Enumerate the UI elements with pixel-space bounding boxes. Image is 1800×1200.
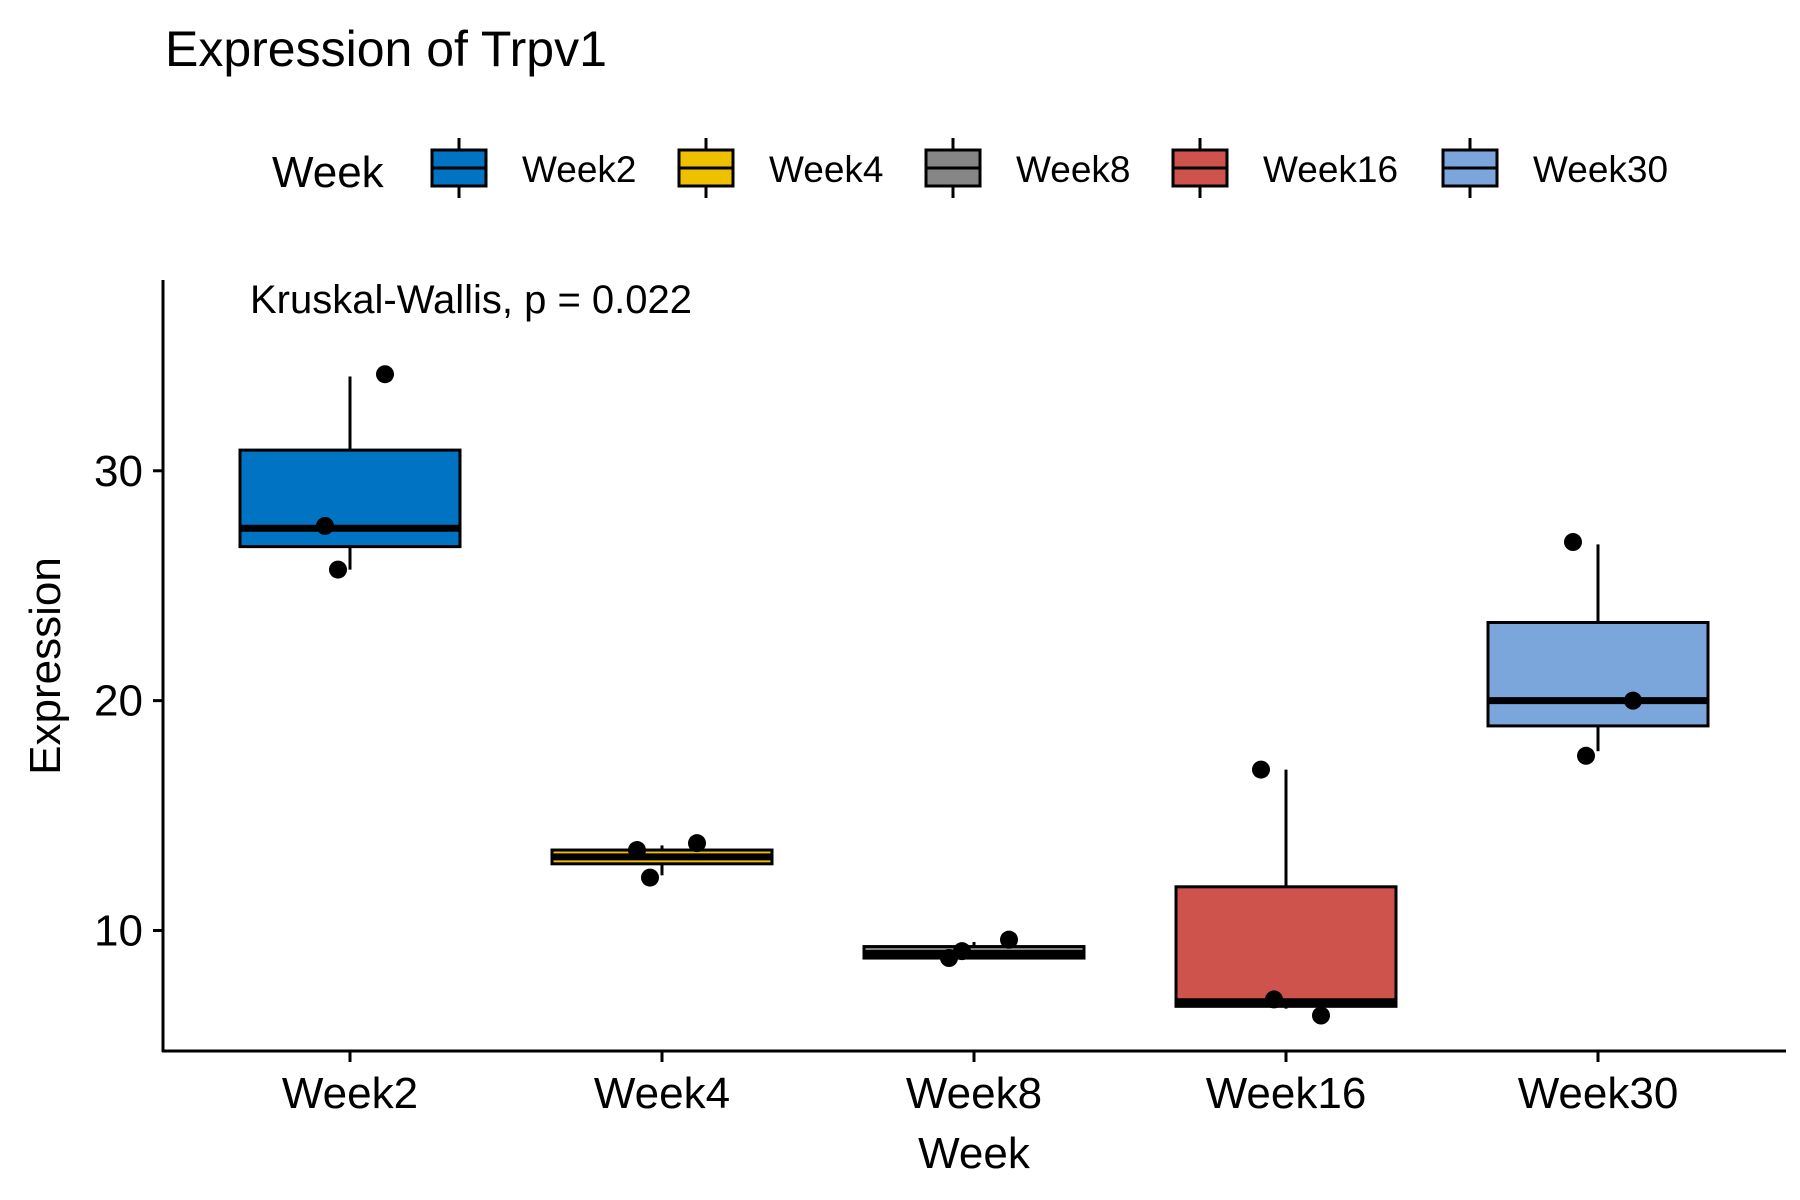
data-point-week16 bbox=[1265, 990, 1283, 1009]
x-tick-label-week30: Week30 bbox=[1518, 1069, 1679, 1118]
data-point-week2 bbox=[376, 365, 394, 384]
y-tick-label: 30 bbox=[94, 447, 143, 496]
legend-title: Week bbox=[272, 148, 385, 197]
data-point-week30 bbox=[1624, 691, 1642, 710]
legend-label: Week2 bbox=[522, 149, 637, 190]
data-point-week2 bbox=[329, 560, 347, 579]
data-point-week2 bbox=[316, 516, 334, 535]
legend-entry-week4: Week4 bbox=[677, 138, 884, 198]
legend-label: Week16 bbox=[1263, 149, 1398, 190]
data-point-week4 bbox=[688, 834, 706, 853]
data-point-week16 bbox=[1312, 1006, 1330, 1025]
kruskal-wallis-annotation: Kruskal-Wallis, p = 0.022 bbox=[250, 278, 692, 322]
data-point-week8 bbox=[953, 942, 971, 961]
legend-label: Week4 bbox=[769, 149, 884, 190]
axes: 10 20 30 Week2 Week4 Week8 Week16 Week30 bbox=[94, 280, 1786, 1118]
y-axis-title: Expression bbox=[21, 557, 70, 775]
data-point-week8 bbox=[1000, 930, 1018, 949]
x-tick-label-week16: Week16 bbox=[1206, 1069, 1367, 1118]
legend-label: Week8 bbox=[1016, 149, 1131, 190]
legend-entry-week16: Week16 bbox=[1171, 138, 1398, 198]
plot-area bbox=[238, 365, 1710, 1025]
data-point-week30 bbox=[1577, 746, 1595, 765]
x-axis-title: Week bbox=[918, 1129, 1031, 1178]
box-week16 bbox=[1174, 885, 1398, 1008]
legend: Week Week2 Week4 Week8 Week16 Week30 bbox=[272, 138, 1668, 198]
chart-title: Expression of Trpv1 bbox=[165, 21, 607, 77]
box-week2 bbox=[238, 448, 462, 549]
data-point-week16 bbox=[1252, 760, 1270, 779]
y-tick-label: 20 bbox=[94, 677, 143, 726]
legend-label: Week30 bbox=[1533, 149, 1668, 190]
legend-entry-week2: Week2 bbox=[430, 138, 637, 198]
data-point-week4 bbox=[641, 868, 659, 887]
x-tick-label-week2: Week2 bbox=[282, 1069, 418, 1118]
box-week30 bbox=[1486, 620, 1710, 728]
y-tick-label: 10 bbox=[94, 906, 143, 955]
x-tick-label-week4: Week4 bbox=[594, 1069, 730, 1118]
data-point-week30 bbox=[1564, 533, 1582, 552]
x-tick-label-week8: Week8 bbox=[906, 1069, 1042, 1118]
data-point-week4 bbox=[628, 841, 646, 860]
legend-entry-week8: Week8 bbox=[924, 138, 1131, 198]
legend-entry-week30: Week30 bbox=[1441, 138, 1668, 198]
